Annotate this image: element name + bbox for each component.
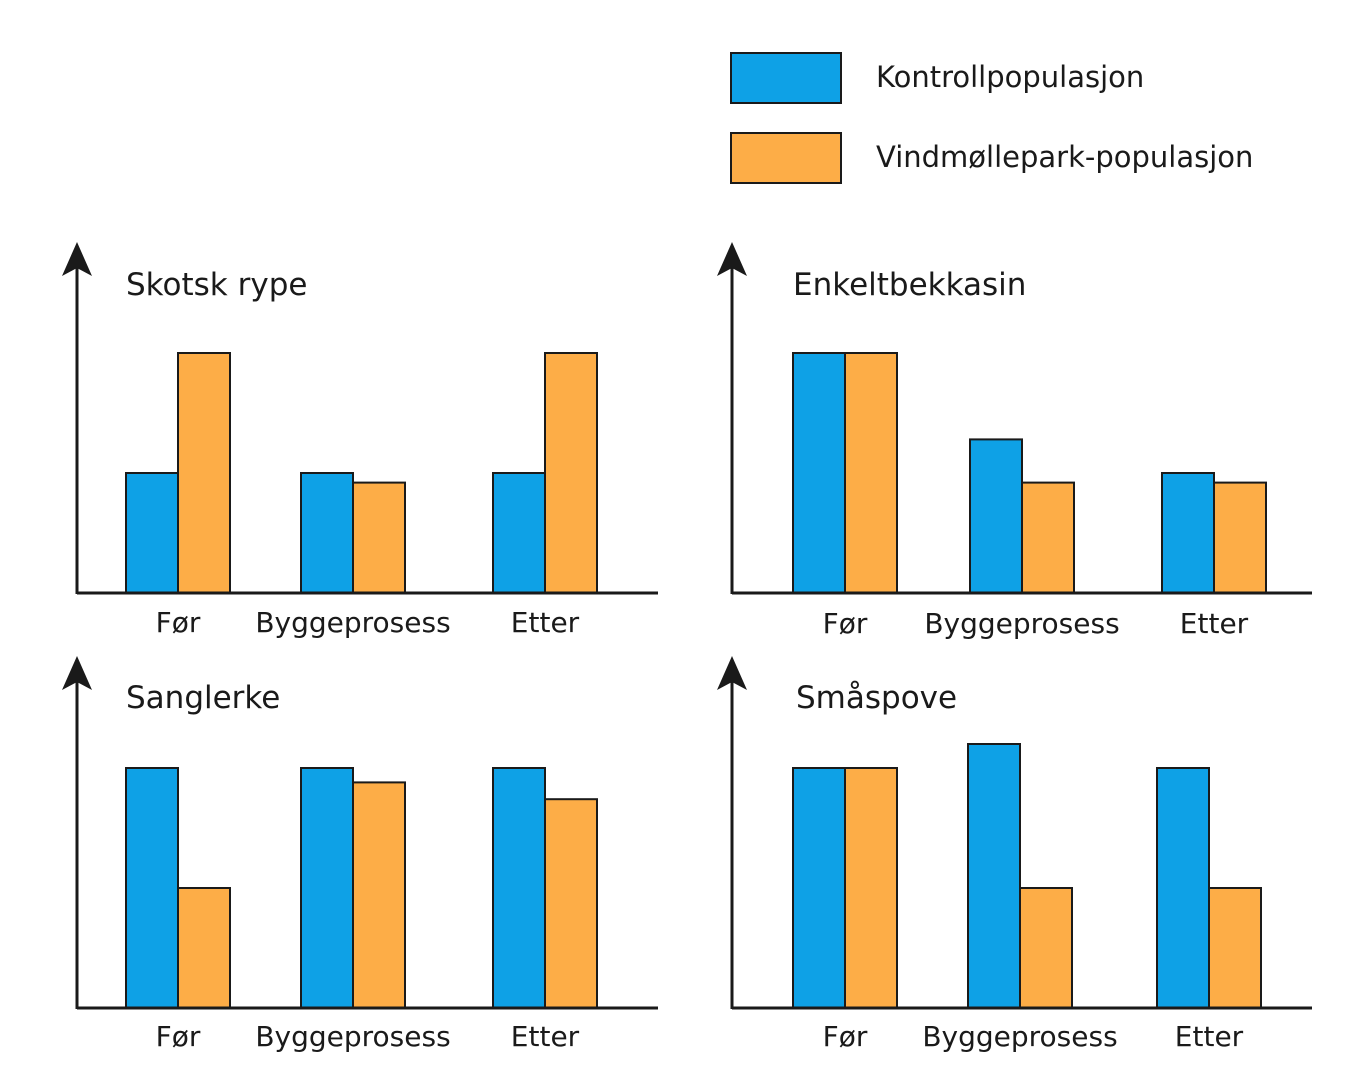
tick-label-skotsk-rype-2: Etter (511, 606, 580, 639)
bar-skotsk-rype-windfarm-0 (177, 352, 231, 594)
tick-label-smaspove-1: Byggeprosess (922, 1020, 1117, 1053)
legend-item-control: Kontrollpopulasjon (730, 52, 1330, 106)
bar-skotsk-rype-windfarm-2 (544, 352, 598, 594)
bar-skotsk-rype-control-1 (300, 472, 354, 594)
legend-label-control: Kontrollpopulasjon (876, 60, 1145, 94)
bar-smaspove-control-0 (792, 767, 846, 1009)
bar-smaspove-control-2 (1156, 767, 1210, 1009)
bar-skotsk-rype-control-0 (125, 472, 179, 594)
y-axis-arrow-icon-sanglerke (62, 656, 92, 690)
chart-title-enkeltbekkasin: Enkeltbekkasin (793, 267, 1026, 303)
bar-smaspove-windfarm-2 (1208, 887, 1262, 1009)
bar-sanglerke-windfarm-2 (544, 798, 598, 1010)
bar-sanglerke-windfarm-0 (177, 887, 231, 1009)
chart-title-skotsk-rype: Skotsk rype (126, 267, 307, 303)
legend-swatch-control (730, 52, 842, 104)
tick-label-skotsk-rype-0: Før (156, 606, 201, 639)
chart-title-sanglerke: Sanglerke (126, 680, 280, 716)
tick-label-skotsk-rype-1: Byggeprosess (255, 606, 450, 639)
bar-enkeltbekkasin-windfarm-0 (844, 352, 898, 594)
bar-enkeltbekkasin-windfarm-1 (1021, 481, 1075, 595)
chart-title-smaspove: Småspove (796, 680, 957, 716)
y-axis-arrow-icon-smaspove (717, 656, 747, 690)
tick-label-smaspove-2: Etter (1175, 1020, 1244, 1053)
bar-smaspove-windfarm-0 (844, 767, 898, 1009)
bar-enkeltbekkasin-windfarm-2 (1213, 481, 1267, 595)
bar-smaspove-control-1 (967, 743, 1021, 1009)
legend-label-windfarm: Vindmøllepark-populasjon (876, 140, 1254, 174)
bar-smaspove-windfarm-1 (1019, 887, 1073, 1009)
tick-label-enkeltbekkasin-1: Byggeprosess (924, 607, 1119, 640)
tick-label-sanglerke-0: Før (156, 1020, 201, 1053)
bar-enkeltbekkasin-control-1 (969, 438, 1023, 594)
bar-sanglerke-control-2 (492, 767, 546, 1009)
bar-sanglerke-windfarm-1 (352, 781, 406, 1010)
y-axis-arrow-icon-skotsk-rype (62, 242, 92, 276)
bar-skotsk-rype-control-2 (492, 472, 546, 594)
tick-label-sanglerke-2: Etter (511, 1020, 580, 1053)
legend-swatch-windfarm (730, 132, 842, 184)
y-axis-arrow-icon-enkeltbekkasin (717, 242, 747, 276)
tick-label-smaspove-0: Før (823, 1020, 868, 1053)
bar-skotsk-rype-windfarm-1 (352, 481, 406, 595)
bar-sanglerke-control-0 (125, 767, 179, 1009)
tick-label-sanglerke-1: Byggeprosess (255, 1020, 450, 1053)
bar-enkeltbekkasin-control-0 (792, 352, 846, 594)
bar-sanglerke-control-1 (300, 767, 354, 1009)
bar-enkeltbekkasin-control-2 (1161, 472, 1215, 594)
tick-label-enkeltbekkasin-0: Før (823, 607, 868, 640)
legend-item-windfarm: Vindmøllepark-populasjon (730, 132, 1330, 186)
tick-label-enkeltbekkasin-2: Etter (1180, 607, 1249, 640)
